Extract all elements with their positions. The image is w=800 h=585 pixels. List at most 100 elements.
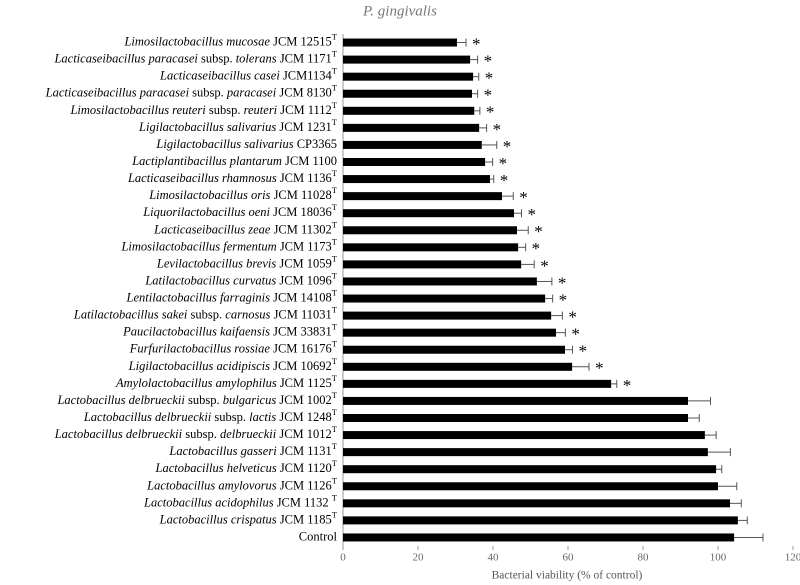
label-part: T bbox=[332, 390, 338, 400]
x-tick-label: 100 bbox=[710, 552, 727, 564]
significance-mark: * bbox=[559, 290, 568, 309]
significance-mark: * bbox=[532, 239, 541, 258]
label-part: Liquorilactobacillus oeni bbox=[142, 205, 270, 219]
label-part: JCM 1100 bbox=[282, 154, 337, 168]
label-part: Limosilactobacillus oris bbox=[148, 188, 270, 202]
label-part: T bbox=[332, 83, 338, 93]
label-part: Control bbox=[299, 529, 338, 543]
label-part: reuteri bbox=[244, 103, 278, 117]
label-part: subsp. bbox=[198, 51, 236, 65]
label-part: T bbox=[332, 407, 338, 417]
bar bbox=[343, 106, 475, 115]
error-bar bbox=[551, 311, 563, 320]
label-part: Lentilactobacillus farraginis bbox=[126, 290, 271, 304]
significance-mark: * bbox=[534, 222, 543, 241]
label-part: T bbox=[332, 424, 338, 434]
significance-mark: * bbox=[595, 359, 604, 378]
error-bar bbox=[490, 175, 495, 184]
label-part: delbrueckii bbox=[220, 427, 277, 441]
label-part: T bbox=[332, 458, 338, 468]
error-bar bbox=[688, 414, 700, 422]
y-tick-label: Lactobacillus delbrueckii subsp. bulgari… bbox=[56, 390, 337, 407]
label-part: paracasei bbox=[226, 86, 277, 100]
error-bar bbox=[730, 499, 742, 508]
error-bar bbox=[517, 226, 529, 235]
bar bbox=[343, 414, 688, 422]
label-part: Lacticaseibacillus rhamnosus bbox=[127, 171, 277, 185]
label-part: Lactobacillus delbrueckii bbox=[83, 410, 212, 424]
y-tick-label: Limosilactobacillus fermentum JCM 1173T bbox=[120, 236, 337, 253]
label-part: subsp. bbox=[211, 410, 249, 424]
label-part: Levilactobacillus brevis bbox=[156, 256, 276, 270]
bar bbox=[343, 89, 472, 98]
y-tick-label: Lactobacillus crispatus JCM 1185T bbox=[159, 509, 338, 526]
bar bbox=[343, 72, 474, 81]
significance-mark: * bbox=[503, 137, 512, 156]
y-tick-label: Lactobacillus gasseri JCM 1131T bbox=[168, 441, 337, 458]
label-part: JCM 1173 bbox=[277, 239, 332, 253]
label-part: subsp. bbox=[189, 86, 227, 100]
y-tick-label: Amylolactobacillus amylophilus JCM 1125T bbox=[115, 373, 338, 390]
label-part: JCM 1136 bbox=[277, 171, 332, 185]
label-part: JCM 1231 bbox=[276, 120, 332, 134]
label-part: JCM 11302 bbox=[270, 222, 331, 236]
x-tick-label: 0 bbox=[340, 552, 346, 564]
y-tick-label: Latilactobacillus sakei subsp. carnosus … bbox=[73, 305, 338, 322]
label-part: Lacticaseibacillus casei bbox=[159, 69, 280, 83]
error-bar bbox=[474, 106, 481, 115]
error-bar bbox=[518, 243, 527, 252]
error-bar bbox=[718, 482, 738, 491]
label-part: T bbox=[332, 287, 338, 297]
label-part: T bbox=[332, 117, 338, 127]
significance-mark: * bbox=[500, 171, 509, 190]
error-bar bbox=[514, 209, 522, 218]
bar bbox=[343, 431, 705, 440]
label-part: T bbox=[332, 492, 338, 502]
y-tick-label: Control bbox=[299, 529, 338, 543]
bar bbox=[343, 175, 490, 184]
label-part: Limosilactobacillus fermentum bbox=[120, 239, 276, 253]
y-tick-label: Limosilactobacillus reuteri subsp. reute… bbox=[69, 100, 337, 117]
x-tick-label: 60 bbox=[563, 552, 575, 564]
error-bar bbox=[707, 448, 731, 457]
label-part: JCM 1002 bbox=[276, 393, 332, 407]
bar bbox=[343, 499, 730, 508]
significance-mark: * bbox=[486, 103, 495, 122]
x-tick-label: 20 bbox=[413, 552, 425, 564]
label-part: JCM 1132 bbox=[274, 495, 332, 509]
error-bar bbox=[611, 379, 618, 388]
y-tick-label: Lactobacillus delbrueckii subsp. lactis … bbox=[83, 407, 338, 424]
label-part: T bbox=[332, 100, 338, 110]
label-part: T bbox=[332, 236, 338, 246]
label-part: tolerans bbox=[236, 51, 277, 65]
label-part: lactis bbox=[249, 410, 276, 424]
label-part: T bbox=[332, 66, 338, 76]
label-part: T bbox=[332, 49, 338, 59]
bar bbox=[343, 226, 517, 235]
label-part: T bbox=[332, 322, 338, 332]
significance-mark: * bbox=[484, 86, 493, 105]
bar bbox=[343, 379, 612, 388]
bar bbox=[343, 533, 735, 542]
bar bbox=[343, 465, 717, 474]
significance-mark: * bbox=[571, 325, 580, 344]
label-part: T bbox=[332, 168, 338, 178]
error-bar bbox=[470, 55, 479, 64]
error-bar bbox=[457, 38, 467, 47]
label-part: JCM 1126 bbox=[277, 478, 332, 492]
y-tick-label: Lacticaseibacillus casei JCM1134T bbox=[159, 66, 338, 83]
x-tick-label: 120 bbox=[785, 552, 800, 564]
significance-mark: * bbox=[623, 376, 632, 395]
label-part: JCM 1171 bbox=[277, 51, 332, 65]
x-axis-label: Bacterial viability (% of control) bbox=[492, 570, 643, 582]
label-part: Ligilactobacillus salivarius bbox=[138, 120, 276, 134]
error-bar bbox=[734, 533, 764, 542]
label-part: T bbox=[332, 475, 338, 485]
y-tick-label: Lactiplantibacillus plantarum JCM 1100 bbox=[131, 154, 337, 168]
label-part: Latilactobacillus sakei bbox=[73, 307, 188, 321]
significance-mark: * bbox=[519, 188, 528, 207]
significance-mark: * bbox=[484, 52, 493, 71]
bar bbox=[343, 362, 573, 371]
significance-mark: * bbox=[472, 34, 481, 53]
